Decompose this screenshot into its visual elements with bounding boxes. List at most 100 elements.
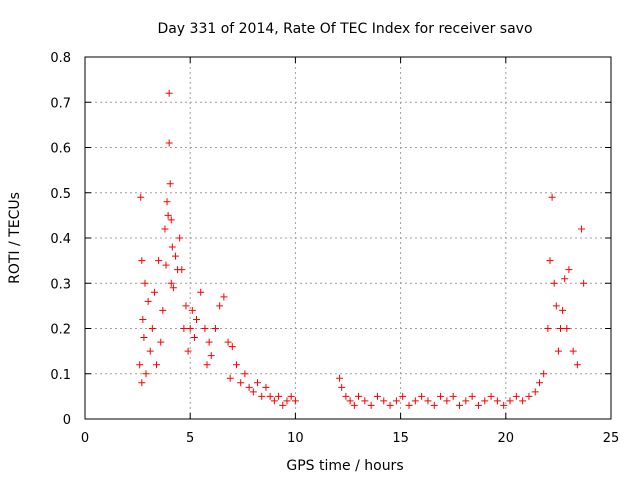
data-point [168, 243, 176, 251]
data-point [232, 361, 240, 369]
data-point [140, 334, 148, 342]
data-point [193, 315, 201, 323]
x-tick-label: 15 [392, 431, 409, 446]
data-point [182, 302, 190, 310]
data-point [178, 266, 186, 274]
data-point [180, 325, 188, 332]
tick-labels-layer: 0 5 10 15 20 25 0 0.1 0.2 0.3 0.4 0.5 0.6 0.7 0.8 [50, 51, 619, 446]
data-point [164, 211, 172, 219]
data-point [338, 383, 346, 391]
data-point [361, 397, 369, 405]
data-point [237, 379, 245, 387]
ticks-layer [84, 56, 612, 420]
data-point [201, 325, 209, 332]
data-point [167, 279, 175, 287]
data-point [197, 288, 205, 296]
data-point [136, 361, 144, 369]
data-point [346, 397, 354, 405]
data-point [176, 234, 184, 242]
data-point [487, 392, 495, 400]
data-point [167, 216, 175, 224]
data-point [141, 279, 149, 287]
data-point [139, 315, 147, 323]
data-point [228, 343, 236, 351]
data-point [287, 392, 295, 400]
data-point [569, 347, 577, 355]
data-point [350, 401, 358, 409]
data-point [550, 279, 558, 287]
data-point [342, 392, 350, 400]
x-tick-label: 5 [186, 431, 194, 446]
data-point [580, 279, 588, 287]
data-point [138, 257, 146, 265]
y-tick-label: 0 [63, 413, 71, 428]
data-point [531, 388, 539, 396]
data-point [188, 306, 196, 314]
data-point [211, 325, 219, 332]
data-point [224, 338, 232, 346]
data-point [266, 392, 274, 400]
data-point [548, 193, 556, 201]
y-tick-label: 0.8 [50, 51, 71, 66]
y-axis-title: ROTI / TECUs [7, 192, 23, 284]
data-point [399, 392, 407, 400]
data-point [216, 302, 224, 310]
data-point [162, 261, 170, 269]
y-tick-label: 0.4 [50, 232, 71, 247]
data-point [546, 257, 554, 265]
y-tick-label: 0.7 [50, 96, 71, 111]
data-point [500, 401, 508, 409]
data-point [144, 297, 152, 305]
data-point [148, 325, 156, 332]
data-point [150, 288, 158, 296]
y-tick-label: 0.6 [50, 142, 71, 157]
data-point [493, 397, 501, 405]
data-point [565, 266, 573, 274]
data-point [430, 401, 438, 409]
data-point [411, 397, 419, 405]
data-point [424, 397, 432, 405]
data-point [554, 347, 562, 355]
plot-frame [84, 56, 612, 420]
data-point [159, 306, 167, 314]
data-point [161, 225, 169, 233]
data-point [279, 401, 287, 409]
data-point [481, 397, 489, 405]
data-point [270, 397, 278, 405]
data-point [226, 374, 234, 382]
y-tick-label: 0.2 [50, 323, 71, 338]
data-point [220, 293, 228, 301]
data-point [525, 392, 533, 400]
x-tick-label: 10 [287, 431, 304, 446]
data-point [552, 302, 560, 310]
data-point [283, 397, 291, 405]
points-layer [136, 89, 588, 409]
data-point [405, 401, 413, 409]
data-point [557, 325, 565, 332]
data-point [165, 89, 173, 97]
data-point [207, 352, 215, 360]
data-point [142, 370, 150, 378]
x-axis-title: GPS time / hours [286, 458, 403, 474]
data-point [157, 338, 165, 346]
data-point [449, 392, 457, 400]
data-point [512, 392, 520, 400]
data-point [462, 397, 470, 405]
data-point [535, 379, 543, 387]
x-tick-label: 0 [81, 431, 89, 446]
data-point [559, 306, 567, 314]
data-point [171, 252, 179, 260]
data-point [137, 193, 145, 201]
data-point [355, 392, 363, 400]
data-point [245, 383, 253, 391]
y-tick-label: 0.5 [50, 187, 71, 202]
data-point [184, 347, 192, 355]
y-tick-label: 0.1 [50, 368, 71, 383]
data-point [146, 347, 154, 355]
data-point [544, 325, 552, 332]
data-point [367, 401, 375, 409]
data-point [336, 374, 344, 382]
data-point [258, 392, 266, 400]
data-point [169, 284, 177, 292]
